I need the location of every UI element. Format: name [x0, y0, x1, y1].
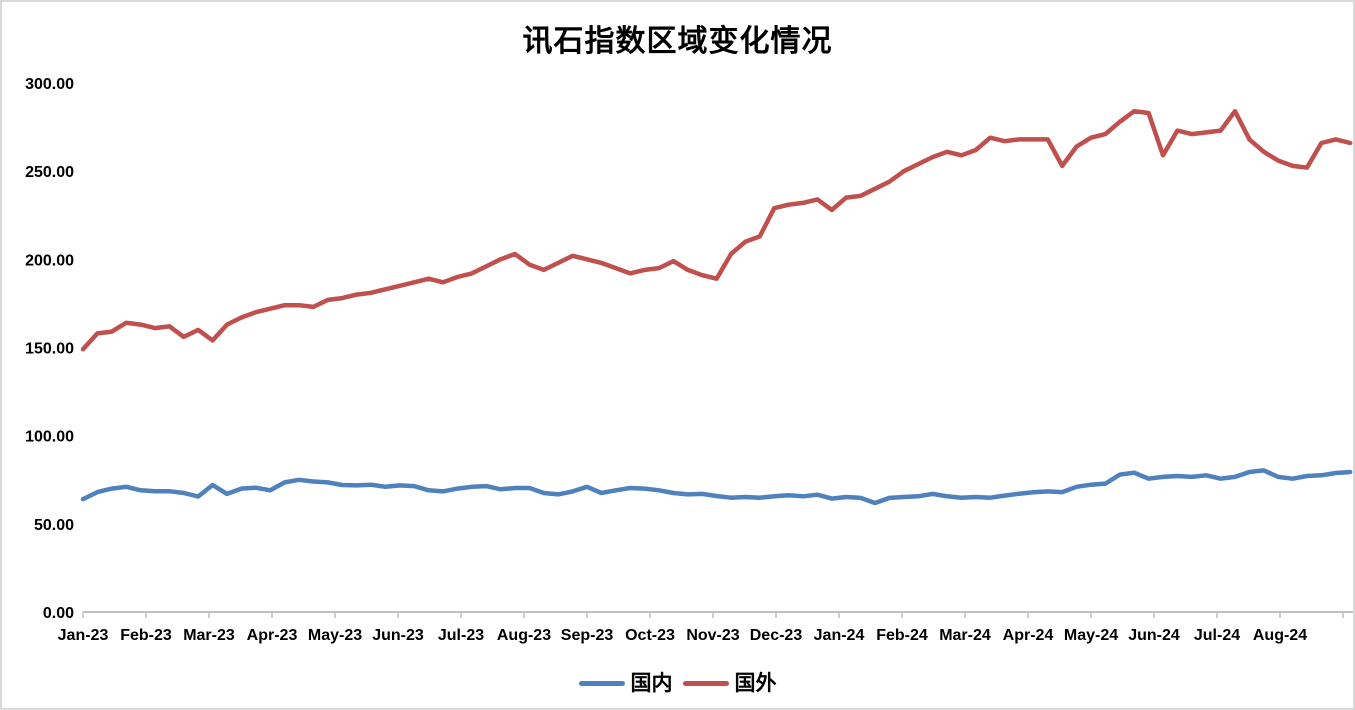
- legend-item-domestic[interactable]: 国内: [578, 670, 673, 695]
- x-axis-tick-label: Jul-23: [438, 627, 484, 644]
- x-axis-tick-label: Jul-24: [1194, 627, 1240, 644]
- x-axis-tick-label: Sep-23: [561, 627, 614, 644]
- y-axis-tick-label: 300.00: [25, 76, 74, 93]
- x-axis-tick-label: Oct-23: [625, 627, 675, 644]
- legend-label-foreign: 国外: [734, 670, 777, 695]
- x-axis-tick-label: Mar-24: [939, 627, 991, 644]
- foreign-series-line: [80, 108, 1353, 352]
- x-axis-tick-label: Aug-24: [1253, 627, 1307, 644]
- chart-title: 讯石指数区域变化情况: [522, 25, 833, 58]
- domestic-series-line: [80, 468, 1353, 506]
- legend-label-domestic: 国内: [630, 670, 673, 695]
- legend: 国内 国外: [2, 668, 1353, 698]
- y-axis-tick-label: 100.00: [25, 429, 74, 446]
- y-axis-tick-label: 200.00: [25, 252, 74, 269]
- domestic-line-swatch: [578, 680, 625, 686]
- x-axis-tick-label: May-23: [308, 627, 362, 644]
- x-axis-tick-label: Feb-24: [876, 627, 928, 644]
- x-axis-tick-label: Apr-24: [1003, 627, 1054, 644]
- y-axis-tick-label: 150.00: [25, 341, 74, 358]
- x-axis-tick-label: Jun-23: [372, 627, 424, 644]
- x-axis-tick-label: Apr-23: [247, 627, 298, 644]
- x-axis-tick-label: Jun-24: [1128, 627, 1180, 644]
- x-axis-tick-label: Jan-23: [58, 627, 109, 644]
- foreign-line-swatch: [682, 680, 729, 686]
- x-axis-tick-label: Dec-23: [750, 627, 803, 644]
- x-axis-tick-label: Jan-24: [814, 627, 865, 644]
- x-axis-tick-label: Nov-23: [686, 627, 739, 644]
- x-axis-tick-label: Aug-23: [497, 627, 551, 644]
- y-axis-tick-label: 250.00: [25, 164, 74, 181]
- x-axis-tick-label: May-24: [1064, 627, 1118, 644]
- y-axis-tick-label: 50.00: [34, 517, 74, 534]
- x-axis-tick-label: Mar-23: [183, 627, 235, 644]
- x-axis-tick-label: Feb-23: [120, 627, 172, 644]
- y-axis-tick-label: 0.00: [43, 605, 74, 622]
- legend-item-foreign[interactable]: 国外: [682, 670, 777, 695]
